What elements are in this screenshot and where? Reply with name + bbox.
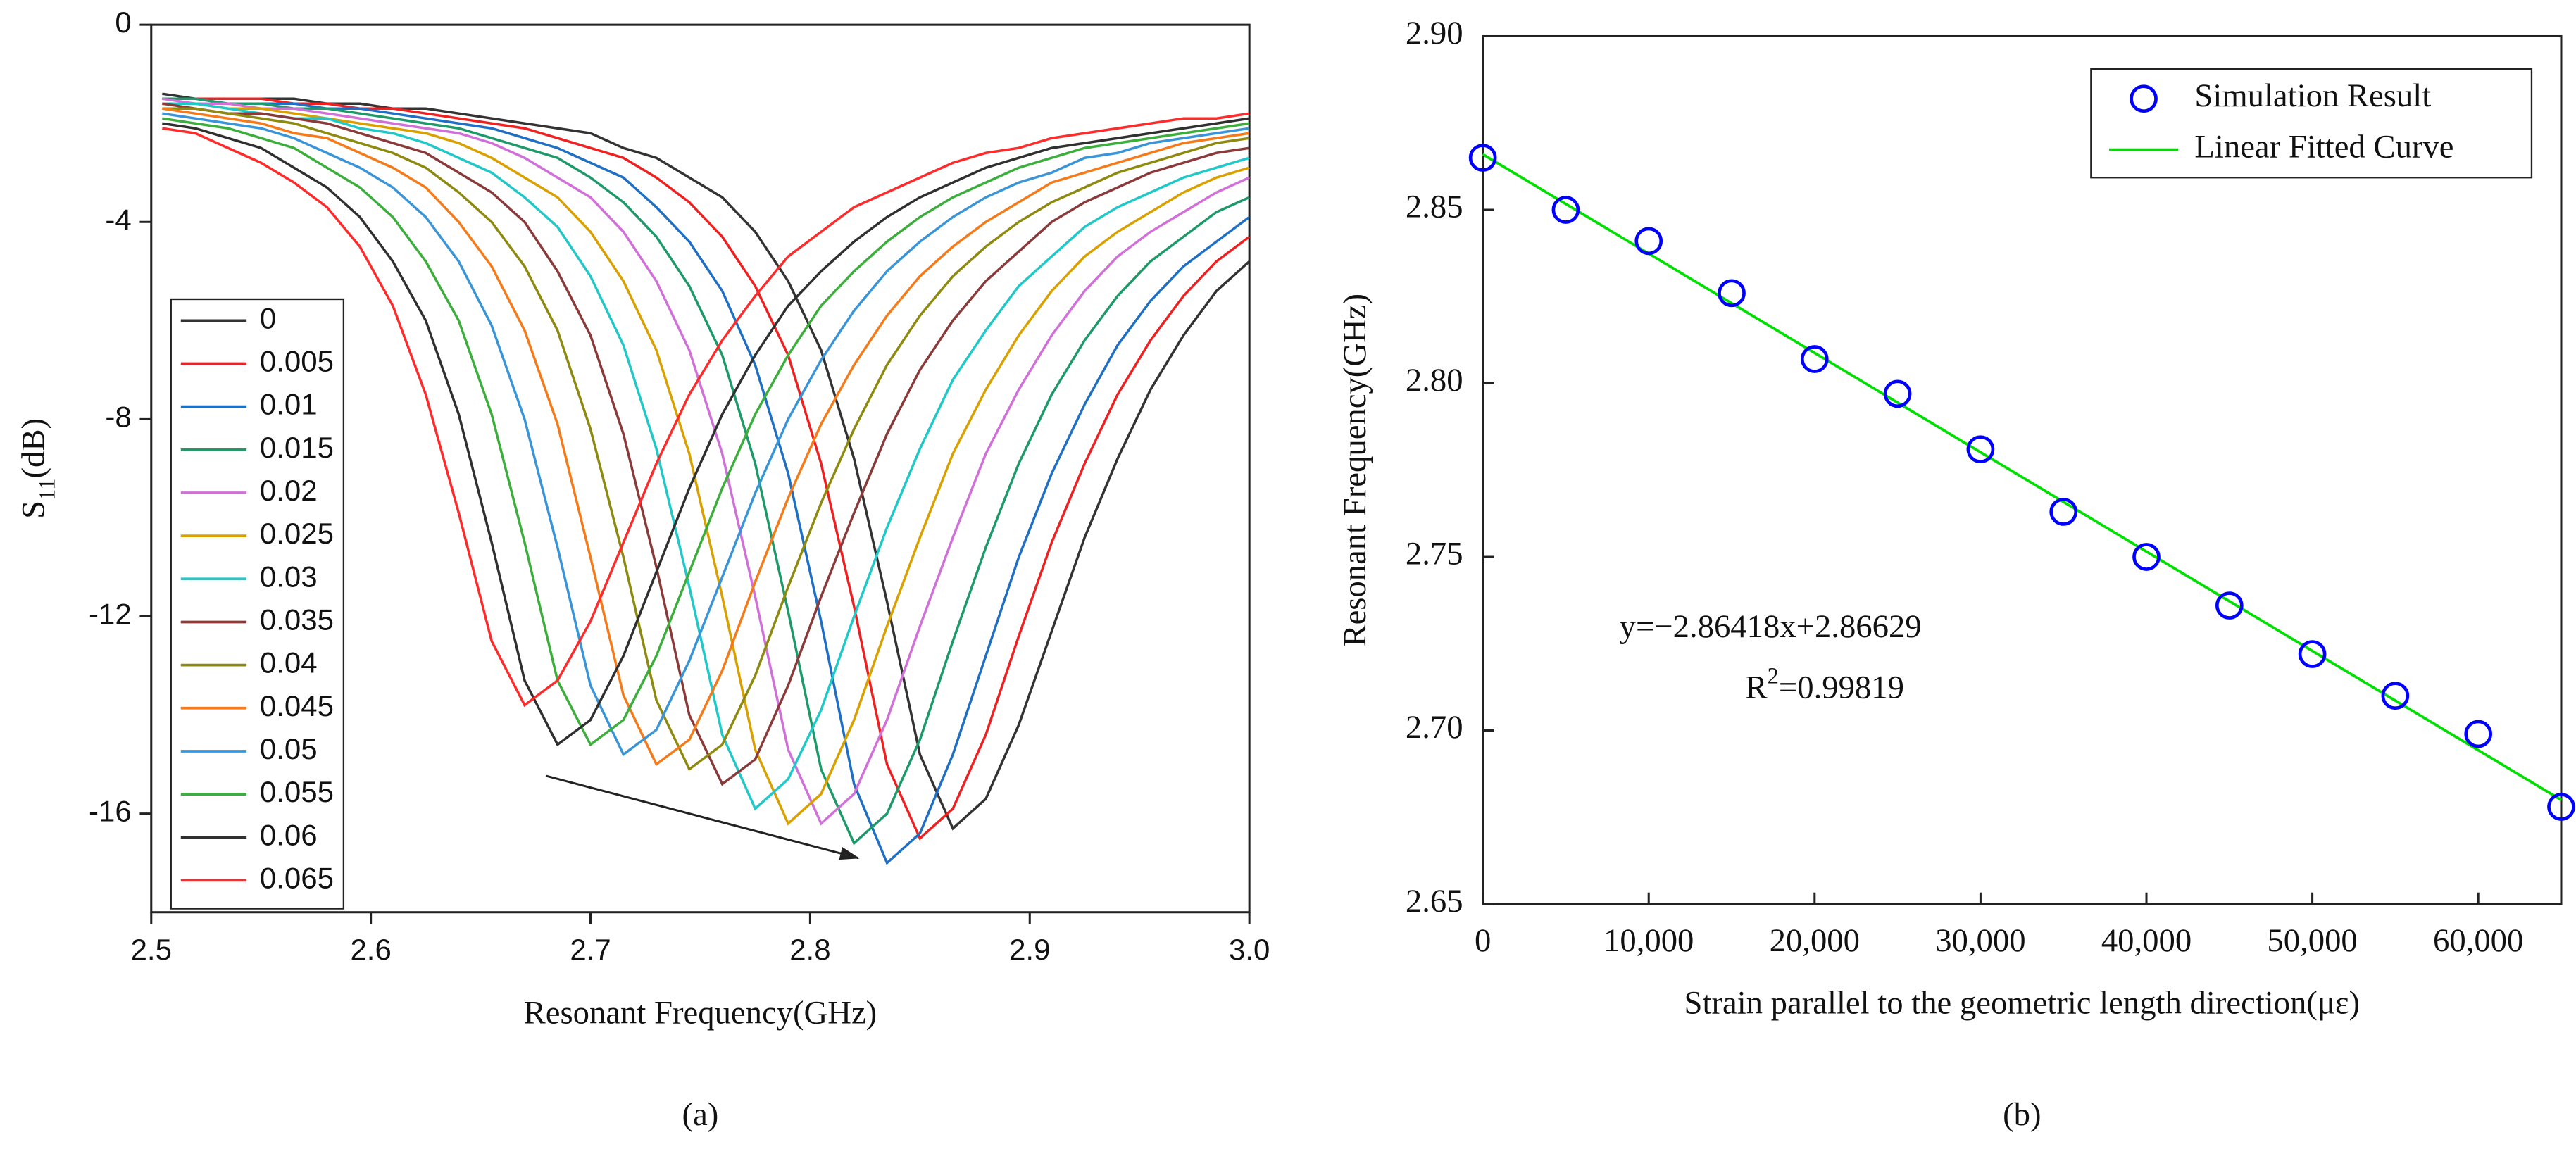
- data-point: [2049, 498, 2078, 526]
- x-axis-label: Strain parallel to the geometric length …: [1684, 984, 2361, 1021]
- x-tick-label: 60,000: [2433, 922, 2523, 959]
- x-tick-label: 2.7: [570, 933, 611, 966]
- x-tick-label: 2.9: [1009, 933, 1050, 966]
- data-point: [2132, 543, 2161, 571]
- legend-label: Simulation Result: [2194, 77, 2431, 114]
- y-tick-label: 2.70: [1406, 709, 1463, 746]
- data-point: [2215, 591, 2244, 620]
- series-line: [162, 97, 1250, 846]
- legend-label: 0.05: [260, 732, 318, 765]
- panel-label: (b): [2003, 1096, 2041, 1133]
- data-point: [2298, 640, 2327, 668]
- r-squared-part: =0.99819: [1779, 669, 1904, 705]
- y-tick-label: -8: [105, 400, 131, 433]
- data-point: [1966, 435, 1995, 464]
- series-line: [162, 112, 1250, 708]
- y-tick-label: 0: [115, 6, 131, 39]
- legend-label: 0: [260, 301, 276, 334]
- legend-swatch: [2130, 84, 2158, 113]
- r-squared-part: 2: [1768, 663, 1779, 689]
- legend-box: [2090, 68, 2533, 179]
- data-point: [1634, 227, 1663, 256]
- x-tick-label: 2.8: [789, 933, 830, 966]
- fit-line: [1482, 153, 2562, 801]
- x-tick-label: 40,000: [2101, 922, 2192, 959]
- legend-label: 0.005: [260, 345, 334, 378]
- y-axis-label-part: S: [15, 501, 51, 519]
- series-line: [162, 97, 1251, 841]
- legend-label: 0.035: [260, 603, 334, 636]
- data-point: [1718, 279, 1746, 308]
- y-axis-label: Resonant Frequency(GHz): [1337, 294, 1373, 647]
- legend-label: 0.02: [260, 474, 318, 507]
- x-tick-label: 30,000: [1935, 922, 2025, 959]
- y-tick-label: -4: [105, 203, 131, 236]
- series-line: [162, 92, 1251, 831]
- r-squared-part: R: [1745, 669, 1768, 705]
- panel-label: (a): [682, 1096, 719, 1133]
- data-point: [2464, 720, 2493, 748]
- y-tick-label: 2.80: [1406, 362, 1463, 398]
- series-line: [162, 117, 1250, 747]
- fit-equation: y=−2.86418x+2.86629: [1620, 608, 1922, 645]
- legend-label: 0.06: [260, 818, 318, 851]
- fit-r-squared: R2=0.99819: [1745, 663, 1904, 705]
- x-tick-label: 2.5: [131, 933, 172, 966]
- plot-frame: [150, 23, 1251, 914]
- legend-label: 0.055: [260, 775, 334, 808]
- y-tick-label: -16: [89, 795, 132, 828]
- series-line: [162, 117, 1250, 747]
- data-point: [1468, 144, 1497, 172]
- x-tick-label: 0: [1475, 922, 1491, 959]
- data-point: [2547, 793, 2575, 821]
- series-line: [162, 97, 1251, 865]
- legend-label: 0.025: [260, 517, 334, 550]
- series-line: [162, 102, 1250, 811]
- data-point: [1551, 196, 1580, 224]
- x-tick-label: 20,000: [1770, 922, 1860, 959]
- y-tick-label: 2.90: [1406, 15, 1463, 51]
- series-line: [162, 107, 1250, 767]
- y-tick-label: 2.65: [1406, 883, 1463, 919]
- legend-box: [170, 298, 345, 910]
- legend-label: 0.045: [260, 689, 334, 722]
- legend-label: 0.01: [260, 388, 318, 421]
- series-line: [162, 102, 1250, 826]
- data-point: [2381, 682, 2410, 710]
- legend-label: Linear Fitted Curve: [2194, 128, 2453, 165]
- series-line: [162, 112, 1250, 757]
- series-line: [162, 102, 1250, 786]
- data-point: [1883, 379, 1912, 408]
- y-tick-label: -12: [89, 598, 132, 631]
- data-point: [1800, 345, 1829, 373]
- series-line: [162, 107, 1250, 772]
- legend-label: 0.03: [260, 560, 318, 593]
- legend-label: 0.04: [260, 646, 318, 679]
- shift-arrow: [545, 774, 860, 860]
- y-axis-label-part: 11: [35, 478, 60, 500]
- x-axis-label: Resonant Frequency(GHz): [524, 995, 877, 1031]
- series-line: [162, 97, 1250, 826]
- x-tick-label: 50,000: [2267, 922, 2357, 959]
- x-tick-label: 10,000: [1603, 922, 1694, 959]
- y-axis-label: S11(dB): [15, 418, 60, 519]
- plot-frame: [1482, 34, 2563, 905]
- legend-label: 0.015: [260, 431, 334, 464]
- x-tick-label: 3.0: [1229, 933, 1270, 966]
- x-tick-label: 2.6: [350, 933, 391, 966]
- y-tick-label: 2.85: [1406, 189, 1463, 225]
- y-tick-label: 2.75: [1406, 536, 1463, 572]
- legend-label: 0.065: [260, 862, 334, 895]
- y-axis-label-part: (dB): [15, 418, 51, 479]
